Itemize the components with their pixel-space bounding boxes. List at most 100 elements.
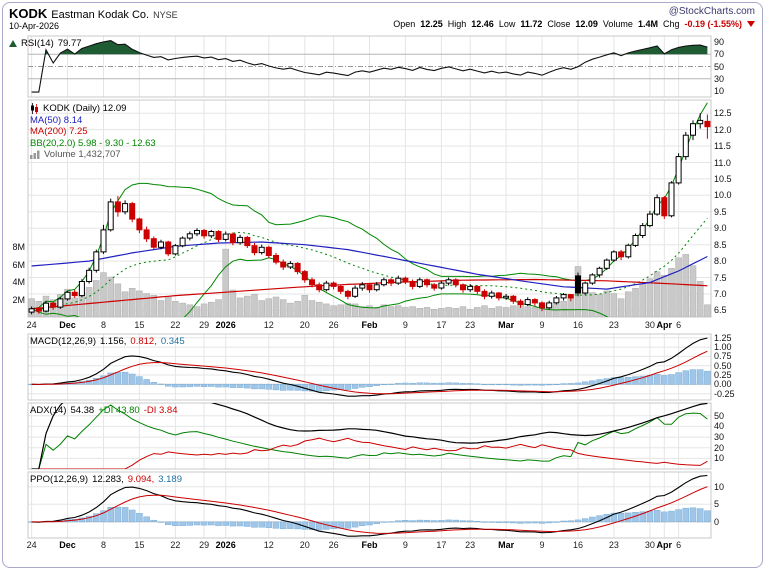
volume-axis-label: 2M xyxy=(12,294,25,305)
x-axis-tick-label: 15 xyxy=(134,319,145,330)
x-axis-tick-label: 17 xyxy=(436,540,447,550)
axis-tick-label: 50 xyxy=(714,410,725,421)
x-axis-tick-label: 16 xyxy=(572,319,583,330)
axis-tick-label: 30 xyxy=(714,73,725,84)
axis-tick-label: 10 xyxy=(714,85,725,96)
axis-tick-label: 50 xyxy=(714,61,725,72)
volume-axis-label: 8M xyxy=(12,242,25,253)
indicator-label-part: PPO(12,26,9) xyxy=(30,474,89,485)
x-axis-tick-label: 20 xyxy=(299,540,310,550)
indicator-label-part: Volume 1,432,707 xyxy=(44,149,121,160)
quote-field-value: 12.25 xyxy=(420,19,443,29)
x-axis-tick-label: 26 xyxy=(328,540,339,550)
axis-tick-label: 1.00 xyxy=(714,342,732,353)
axis-tick-label: 11.0 xyxy=(714,157,731,168)
indicator-label-part: 0.812, xyxy=(130,336,157,347)
x-axis-tick-label: Apr xyxy=(656,319,673,330)
x-axis-tick-label: 24 xyxy=(26,319,37,330)
volume-bars xyxy=(28,248,711,317)
indicator-label-part: 54.38 xyxy=(70,405,95,416)
axis-tick-label: 0.00 xyxy=(714,379,732,390)
x-axis-tick-label: 30 xyxy=(644,540,655,550)
x-axis-tick-label: 24 xyxy=(26,540,37,550)
adx-panel-grid xyxy=(27,402,712,470)
x-axis-tick-label: 16 xyxy=(572,540,583,550)
legend-volume-bars: Volume 1,432,707 xyxy=(30,149,121,160)
x-axis-tick-label: 2026 xyxy=(215,319,236,330)
axis-tick-label: 7.5 xyxy=(714,272,727,283)
x-axis-tick-label: Apr xyxy=(656,540,673,550)
x-axis-tick-label: 23 xyxy=(465,540,476,550)
indicator-label-part: 79.77 xyxy=(57,38,82,49)
axis-tick-label: -0.25 xyxy=(714,388,735,399)
x-axis-tick-label: 29 xyxy=(199,319,210,330)
axis-tick-label: 70 xyxy=(714,49,725,60)
x-axis-tick-label: 22 xyxy=(170,319,181,330)
indicator-label-part: BB(20,2.0) 5.98 - 9.30 - 12.63 xyxy=(30,137,156,149)
x-axis-tick-label: 8 xyxy=(100,540,106,550)
x-axis-tick-label: 15 xyxy=(134,540,145,550)
indicator-label-part: 12.283, xyxy=(92,474,124,485)
x-axis-tick-label: 26 xyxy=(328,319,339,330)
x-axis-tick-label: 17 xyxy=(436,319,447,330)
quote-field-value: -0.19 (-1.55%) xyxy=(684,19,742,29)
axis-tick-label: 0.75 xyxy=(714,351,732,362)
axis-tick-label: 8.5 xyxy=(714,239,727,250)
axis-tick-label: 12.5 xyxy=(714,108,732,119)
axis-tick-label: 8.0 xyxy=(714,256,727,267)
ppo-series xyxy=(28,474,711,537)
price-panel-grid xyxy=(27,99,712,318)
indicator-label-part: 9.094, xyxy=(127,474,155,485)
adx-label: ADX(14) 54.38 +DI 43.80 -DI 3.84 xyxy=(30,405,177,416)
axis-tick-label: 40 xyxy=(714,421,725,432)
x-axis-tick-label: 9 xyxy=(539,540,545,550)
rsi-indicator-icon xyxy=(9,40,17,47)
quote-field-label: Chg xyxy=(662,19,680,29)
x-axis-tick-label: Mar xyxy=(498,540,515,550)
x-axis-tick-label: 30 xyxy=(644,319,655,330)
legend-candlestick: KODK (Daily) 12.09 xyxy=(30,103,126,114)
x-axis-tick-label: Feb xyxy=(361,319,378,330)
axis-tick-label: 9.5 xyxy=(714,206,727,217)
axis-tick-label: 10 xyxy=(714,453,725,464)
legend-line-2: MA(200) 7.25 xyxy=(30,126,88,137)
quote-summary: Open 12.25 High 12.46 Low 11.72 Close 12.09 Volu… xyxy=(393,19,755,29)
axis-tick-label: 6.5 xyxy=(714,305,727,316)
quote-field-value: 11.72 xyxy=(520,19,543,29)
axis-tick-label: 10.0 xyxy=(714,190,732,201)
x-axis-tick-label: Feb xyxy=(361,540,378,550)
indicator-label-part: MA(50) 8.14 xyxy=(30,114,83,126)
rsi-label: RSI(14) 79.77 xyxy=(9,38,82,49)
indicator-label-part: ADX(14) xyxy=(30,405,67,416)
quote-field-value: 12.09 xyxy=(575,19,598,29)
volume-bars-icon xyxy=(30,150,40,159)
indicator-label-part: KODK (Daily) 12.09 xyxy=(43,103,127,114)
x-axis-tick-label: 20 xyxy=(299,319,310,330)
legend-line-1: MA(50) 8.14 xyxy=(30,115,82,126)
axis-tick-label: 11.5 xyxy=(714,141,731,151)
x-axis-tick-label: 6 xyxy=(676,540,682,550)
x-axis-tick-label: Dec xyxy=(59,540,76,550)
indicator-label-part: MA(200) 7.25 xyxy=(30,126,88,137)
ticker-symbol: KODK xyxy=(9,6,48,21)
quote-field-value: 1.4M xyxy=(637,19,658,29)
quote-field-value: 12.46 xyxy=(471,19,494,29)
axis-tick-label: 10.5 xyxy=(714,173,732,184)
stockcharts-brand-link[interactable]: @StockCharts.com xyxy=(668,6,755,17)
ppo-label: PPO(12,26,9) 12.283, 9.094, 3.189 xyxy=(30,474,182,485)
axis-tick-label: 7.0 xyxy=(714,289,727,299)
x-axis-tick-label: 29 xyxy=(199,540,210,550)
x-axis-tick-label: 9 xyxy=(402,319,408,330)
candlestick-icon xyxy=(30,103,39,114)
adx-series xyxy=(31,403,708,469)
indicator-label-part: RSI(14) xyxy=(21,38,54,49)
quote-field-label: Low xyxy=(498,19,516,29)
x-axis-tick-label: 23 xyxy=(608,540,619,550)
macd-label: MACD(12,26,9) 1.156, 0.812, 0.345 xyxy=(30,336,185,347)
x-axis-tick-label: 8 xyxy=(100,319,106,330)
x-axis-tick-label: 9 xyxy=(539,319,545,330)
indicator-label-part: MACD(12,26,9) xyxy=(30,336,96,347)
axis-tick-label: 1.25 xyxy=(714,332,732,343)
x-axis-tick-label: 23 xyxy=(608,319,619,330)
